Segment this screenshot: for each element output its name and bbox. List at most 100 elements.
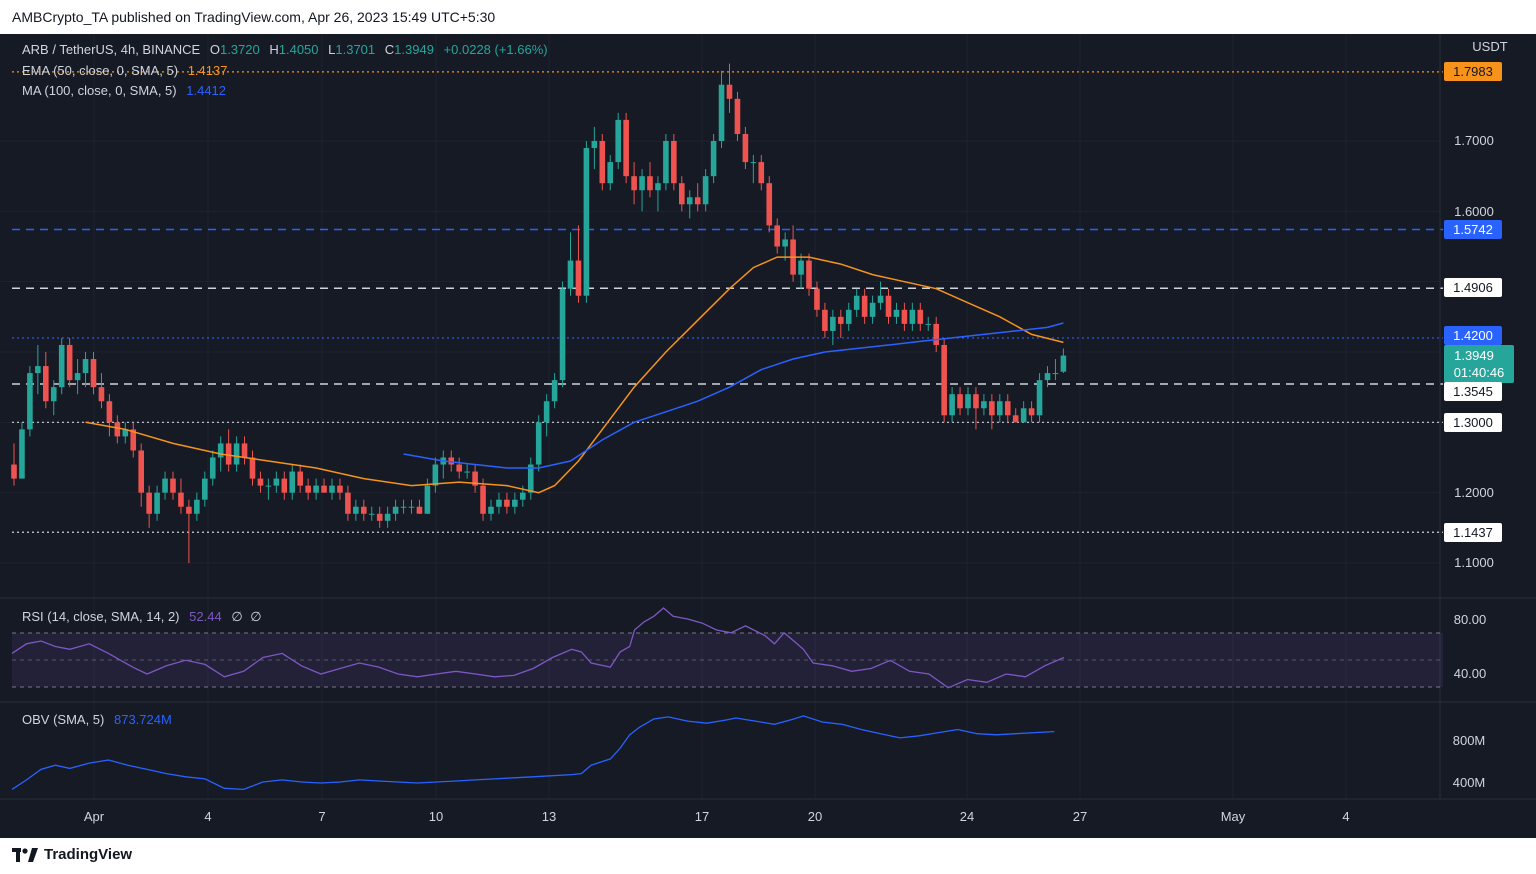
time-tick-27: 27 bbox=[1073, 809, 1087, 824]
candle-body bbox=[464, 471, 470, 473]
candle-body bbox=[11, 464, 17, 479]
candle-body bbox=[35, 366, 41, 374]
candle-body bbox=[631, 176, 637, 191]
legend-open-label: O bbox=[210, 42, 220, 57]
price-tick-1-7000: 1.7000 bbox=[1454, 133, 1494, 148]
candle-body bbox=[845, 309, 852, 324]
candle-body bbox=[472, 471, 478, 486]
time-tick-13: 13 bbox=[542, 809, 556, 824]
obv-value: 873.724M bbox=[114, 712, 172, 727]
time-axis: Apr 4 7 10 13 17 20 24 27 May 4 bbox=[84, 809, 1350, 824]
candle-body bbox=[718, 84, 725, 141]
candle-body bbox=[551, 380, 558, 402]
candle-body bbox=[217, 443, 224, 458]
candle-body bbox=[58, 344, 65, 388]
candle-body bbox=[925, 323, 932, 325]
price-tag-current: 1.3949 01:40:46 bbox=[1444, 345, 1514, 383]
candle-body bbox=[981, 401, 987, 409]
price-tag-current-text: 1.3949 bbox=[1454, 348, 1494, 363]
candle-body bbox=[337, 485, 343, 493]
candle-body bbox=[567, 260, 574, 289]
candle-body bbox=[130, 429, 137, 451]
candle-body bbox=[289, 471, 296, 493]
candle-body bbox=[456, 464, 462, 472]
price-tick-1-2000: 1.2000 bbox=[1454, 485, 1494, 500]
candle-body bbox=[917, 309, 924, 324]
candle-body bbox=[782, 239, 788, 247]
candle-body bbox=[329, 485, 335, 493]
candle-body bbox=[575, 260, 582, 296]
candle-body bbox=[599, 141, 606, 184]
candle-body bbox=[774, 225, 780, 247]
legend-low-label: L bbox=[328, 42, 335, 57]
candle-body bbox=[830, 316, 836, 331]
candle-body bbox=[146, 492, 152, 514]
price-tag-blue-dot-text: 1.4200 bbox=[1453, 328, 1493, 343]
candle-body bbox=[949, 394, 955, 416]
candle-body bbox=[623, 119, 629, 177]
candle-body bbox=[19, 429, 25, 479]
footer: TradingView bbox=[0, 838, 1536, 874]
rsi-extra-1: ∅ bbox=[231, 609, 242, 624]
candle-body bbox=[750, 162, 757, 164]
time-tick-apr: Apr bbox=[84, 809, 105, 824]
legend-close: 1.3949 bbox=[394, 42, 434, 57]
candle-body bbox=[392, 506, 399, 514]
price-tag-support1-text: 1.3545 bbox=[1453, 384, 1493, 399]
candle-body bbox=[814, 288, 820, 310]
legend-ma-value: 1.4412 bbox=[186, 83, 226, 98]
candle-body bbox=[806, 260, 812, 289]
candle-body bbox=[186, 506, 192, 514]
price-tag-support2: 1.3000 bbox=[1444, 413, 1502, 432]
legend-change: +0.0228 (+1.66%) bbox=[444, 42, 548, 57]
candle-body bbox=[758, 162, 765, 184]
price-tag-blue-dash: 1.5742 bbox=[1444, 220, 1502, 239]
price-tag-countdown: 01:40:46 bbox=[1454, 365, 1505, 380]
candle-body bbox=[1044, 373, 1051, 381]
candle-body bbox=[74, 373, 81, 381]
candle-body bbox=[496, 499, 502, 507]
candle-body bbox=[225, 443, 232, 465]
ma-line bbox=[403, 322, 1064, 469]
candle-body bbox=[885, 295, 892, 317]
tradingview-brand: TradingView bbox=[44, 846, 133, 863]
time-tick-10: 10 bbox=[429, 809, 443, 824]
candle-body bbox=[82, 359, 89, 374]
legend-ema-value: 1.4137 bbox=[188, 63, 228, 78]
tradingview-logo[interactable]: TradingView bbox=[12, 846, 132, 863]
tradingview-logo-icon bbox=[12, 847, 38, 862]
candle-body bbox=[1020, 408, 1027, 423]
candle-body bbox=[297, 471, 303, 486]
candle-body bbox=[607, 162, 614, 184]
candle-body bbox=[1012, 415, 1019, 423]
price-tag-blue-dash-text: 1.5742 bbox=[1453, 222, 1493, 237]
price-tag-blue-dot: 1.4200 bbox=[1444, 326, 1502, 345]
candle-body bbox=[639, 176, 645, 191]
candle-body bbox=[997, 401, 1003, 416]
rsi-value: 52.44 bbox=[189, 609, 222, 624]
candle-body bbox=[543, 401, 550, 423]
candle-body bbox=[512, 499, 518, 507]
candles bbox=[11, 63, 1067, 563]
candle-body bbox=[265, 485, 272, 487]
candle-body bbox=[869, 302, 876, 317]
candle-body bbox=[138, 450, 144, 493]
candle-body bbox=[504, 499, 510, 507]
candle-body bbox=[249, 457, 256, 479]
candle-body bbox=[965, 394, 971, 409]
legend-ma: MA (100, close, 0, SMA, 5) 1.4412 bbox=[22, 83, 226, 98]
candle-body bbox=[281, 478, 288, 493]
candle-body bbox=[233, 443, 240, 465]
chart-panel[interactable]: ARB / TetherUS, 4h, BINANCE O1.3720 H1.4… bbox=[0, 34, 1536, 838]
candle-body bbox=[345, 492, 351, 514]
chart-svg[interactable]: ARB / TetherUS, 4h, BINANCE O1.3720 H1.4… bbox=[0, 34, 1536, 838]
candle-body bbox=[27, 373, 33, 430]
candle-body bbox=[766, 183, 773, 226]
candle-body bbox=[202, 478, 208, 500]
candle-body bbox=[559, 288, 566, 381]
rsi-label: RSI (14, close, SMA, 14, 2) bbox=[22, 609, 180, 624]
legend-symbol: ARB / TetherUS, 4h, BINANCE O1.3720 H1.4… bbox=[22, 42, 548, 57]
candle-body bbox=[170, 478, 176, 493]
obv-label: OBV (SMA, 5) bbox=[22, 712, 104, 727]
legend-close-label: C bbox=[385, 42, 394, 57]
